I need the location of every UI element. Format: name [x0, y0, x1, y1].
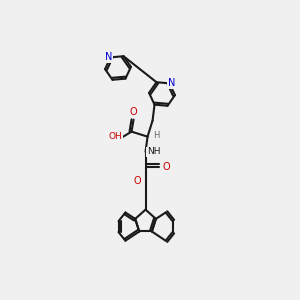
Text: N: N: [168, 78, 175, 88]
Text: O: O: [163, 162, 170, 172]
Text: OH: OH: [109, 132, 122, 141]
Text: NH: NH: [147, 147, 160, 156]
Text: N: N: [105, 52, 112, 62]
Text: H: H: [153, 131, 160, 140]
Text: O: O: [130, 106, 137, 117]
Text: O: O: [134, 176, 141, 186]
